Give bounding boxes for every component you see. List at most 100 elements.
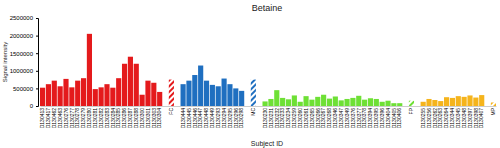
hatched-bar (251, 80, 256, 106)
bar (397, 103, 402, 106)
bar (274, 90, 279, 106)
bar (321, 95, 326, 106)
bar (262, 101, 267, 106)
bar (58, 86, 63, 106)
bar (350, 98, 355, 106)
bar (438, 101, 443, 106)
bar (344, 99, 349, 106)
bar (467, 95, 472, 106)
bar (298, 102, 303, 106)
bar (456, 96, 461, 106)
bar (192, 75, 197, 106)
x-tick-label: MP (490, 107, 496, 115)
x-tick: D130406 (396, 106, 402, 128)
bar (473, 98, 478, 106)
bar (421, 102, 426, 106)
bar (333, 96, 338, 106)
hatched-bar (409, 101, 414, 106)
bar (122, 64, 127, 106)
bar (99, 87, 104, 106)
bar (426, 99, 431, 106)
bar (81, 78, 86, 106)
bar (286, 99, 291, 106)
bars (40, 34, 496, 106)
bar (104, 84, 109, 106)
bar (52, 81, 57, 106)
x-tick-label: D130298 (238, 108, 244, 129)
bar (134, 64, 139, 106)
bar (69, 87, 74, 106)
bar (210, 85, 215, 106)
y-tick-mark (36, 106, 38, 107)
y-tick: 1500000 (10, 51, 38, 57)
x-tick: D130407 (478, 106, 484, 128)
chart: 05000001000000150000020000002500000D1304… (0, 0, 500, 148)
x-tick-label: FP (408, 107, 414, 114)
bar (227, 84, 232, 106)
bar (368, 98, 373, 106)
bar (374, 99, 379, 106)
bar (432, 100, 437, 106)
bar (128, 57, 133, 106)
y-tick-label: 500000 (13, 86, 34, 92)
bar (303, 96, 308, 106)
bar (391, 103, 396, 106)
x-tick-label: D130406 (396, 108, 402, 129)
y-tick-mark (36, 18, 38, 19)
bar (356, 96, 361, 106)
bar (145, 81, 150, 106)
bar (362, 100, 367, 106)
bar (315, 97, 320, 106)
plot: 05000001000000150000020000002500000D1304… (10, 15, 497, 128)
bar (87, 34, 92, 106)
y-tick-mark (36, 53, 38, 54)
bar (385, 101, 390, 106)
x-tick: D130304 (156, 106, 162, 128)
x-tick: MP (490, 106, 496, 116)
y-tick-label: 0 (30, 103, 34, 109)
y-tick-label: 2000000 (10, 33, 34, 39)
y-tick-mark (36, 36, 38, 37)
y-tick: 0 (30, 103, 38, 109)
bar (46, 84, 51, 106)
bar (268, 99, 273, 106)
bar (110, 88, 115, 106)
y-tick: 2000000 (10, 33, 38, 39)
bar (186, 81, 191, 106)
y-tick-label: 1000000 (10, 68, 34, 74)
bar (157, 92, 162, 106)
bar (239, 91, 244, 106)
bar (233, 88, 238, 106)
bar (151, 83, 156, 106)
x-tick-label: MC (250, 108, 256, 116)
hatched-bar (169, 80, 174, 106)
x-axis-title: Subject ID (251, 140, 283, 148)
bar (75, 81, 80, 106)
y-axis-title: Signal intensity (2, 42, 8, 82)
y-tick: 500000 (13, 86, 38, 92)
bar (222, 79, 227, 106)
y-axis-line (36, 19, 39, 107)
bar (292, 95, 297, 106)
x-tick: FC (168, 106, 174, 115)
hatched-bar (491, 102, 496, 106)
bar (450, 98, 455, 106)
x-tick: FP (408, 106, 414, 114)
bar (280, 98, 285, 106)
bar (327, 99, 332, 106)
bar (339, 100, 344, 106)
bar (116, 78, 121, 106)
bar (140, 95, 145, 106)
x-axis-line (41, 106, 497, 107)
bar (40, 88, 45, 106)
x-tick: MC (250, 106, 256, 116)
bar (462, 97, 467, 106)
x-tick-label: D130407 (478, 108, 484, 129)
bar (479, 95, 484, 106)
x-tick-label: FC (168, 108, 174, 115)
bar (63, 79, 68, 106)
bar (216, 86, 221, 106)
bar (309, 100, 314, 106)
y-tick: 1000000 (10, 68, 38, 74)
bar (181, 84, 186, 106)
